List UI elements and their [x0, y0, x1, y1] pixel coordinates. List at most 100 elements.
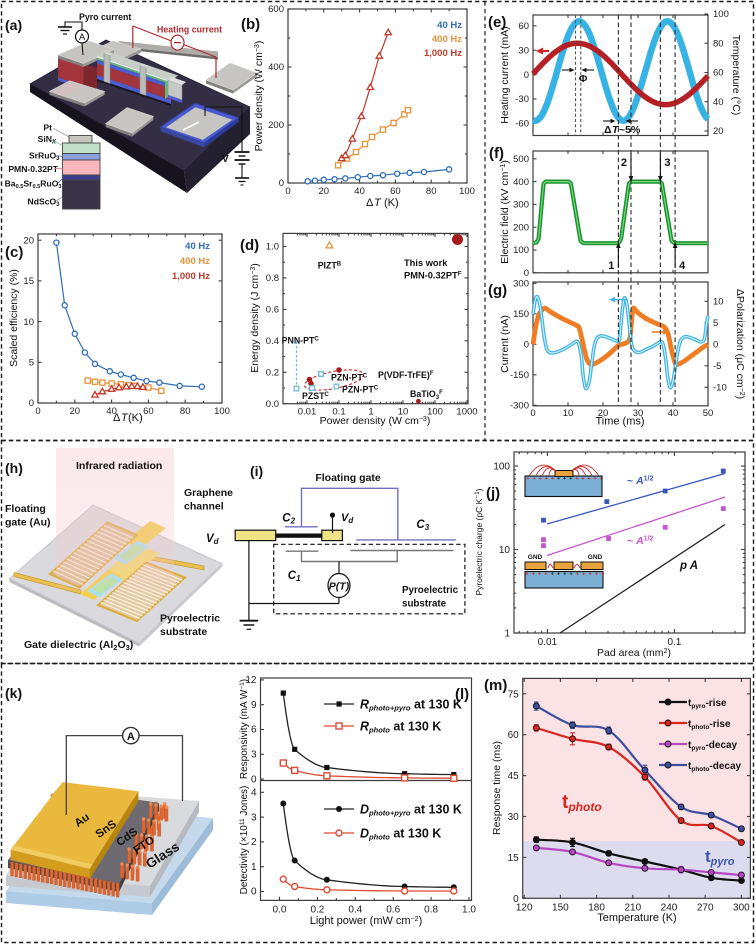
svg-text:0: 0 — [251, 887, 257, 898]
svg-text:+: + — [551, 571, 554, 577]
svg-text:(g): (g) — [488, 282, 507, 299]
svg-text:0.01: 0.01 — [298, 407, 317, 418]
svg-text:4: 4 — [679, 260, 686, 272]
svg-text:1000: 1000 — [456, 407, 477, 418]
svg-text:Temperature (K): Temperature (K) — [597, 912, 676, 924]
svg-text:30: 30 — [633, 408, 644, 419]
svg-text:GND: GND — [588, 554, 603, 561]
svg-text:ΔPolarization (μC cm−2): ΔPolarization (μC cm−2) — [734, 289, 746, 399]
svg-text:Heating current (mA): Heating current (mA) — [499, 26, 511, 123]
svg-text:(l): (l) — [455, 686, 469, 703]
svg-text:150: 150 — [513, 309, 529, 320]
svg-text:40 Hz: 40 Hz — [437, 20, 462, 31]
svg-text:100: 100 — [513, 245, 529, 256]
svg-text:BaTiO3F: BaTiO3F — [410, 389, 443, 401]
svg-text:p A: p A — [679, 560, 698, 572]
svg-text:80: 80 — [426, 186, 437, 197]
svg-text:2: 2 — [621, 157, 627, 169]
svg-text:Δ: Δ — [604, 124, 612, 136]
svg-text:-30: -30 — [515, 94, 529, 105]
svg-text:0.4: 0.4 — [266, 336, 279, 347]
svg-text:+: + — [581, 476, 584, 482]
svg-text:SrRuO3: SrRuO3 — [29, 151, 60, 163]
svg-text:Δ: Δ — [113, 412, 121, 424]
svg-text:60: 60 — [143, 406, 154, 417]
svg-text:Φ: Φ — [579, 73, 588, 85]
svg-text:2: 2 — [251, 837, 257, 848]
svg-text:+: + — [588, 571, 591, 577]
svg-text:50: 50 — [703, 408, 714, 419]
svg-text:400: 400 — [268, 62, 284, 73]
svg-text:600: 600 — [268, 4, 284, 15]
svg-text:Power density (W cm−3): Power density (W cm−3) — [253, 41, 265, 152]
svg-text:0.2: 0.2 — [310, 904, 324, 915]
svg-text:1: 1 — [251, 862, 257, 873]
svg-text:T: T — [374, 197, 382, 209]
svg-text:PZN-PTC: PZN-PTC — [342, 385, 379, 395]
svg-text:15: 15 — [23, 276, 34, 287]
svg-text:75: 75 — [508, 689, 520, 700]
svg-text:+: + — [538, 571, 541, 577]
svg-text:40: 40 — [106, 406, 117, 417]
svg-text:20: 20 — [23, 235, 34, 246]
svg-text:0.6: 0.6 — [266, 305, 279, 316]
svg-text:(K): (K) — [384, 197, 399, 209]
svg-text:12: 12 — [245, 675, 257, 686]
svg-text:SiNX: SiNX — [38, 134, 57, 146]
svg-text:180: 180 — [588, 902, 605, 913]
svg-text:(j): (j) — [486, 485, 500, 502]
svg-text:Graphene: Graphene — [184, 487, 233, 499]
svg-text:1: 1 — [504, 629, 510, 640]
svg-text:10: 10 — [563, 408, 574, 419]
svg-text:300: 300 — [513, 279, 529, 290]
svg-text:+: + — [563, 571, 566, 577]
svg-text:0.1: 0.1 — [667, 637, 681, 648]
svg-text:(c): (c) — [5, 244, 23, 261]
svg-text:+: + — [544, 571, 547, 577]
svg-text:1: 1 — [368, 407, 373, 418]
svg-text:60: 60 — [390, 186, 401, 197]
svg-text:Time (ms): Time (ms) — [595, 416, 644, 428]
svg-text:10: 10 — [713, 297, 724, 308]
svg-text:+: + — [557, 476, 560, 482]
svg-text:Temperature (°C): Temperature (°C) — [730, 35, 742, 116]
svg-text:Electric field (kV cm−1): Electric field (kV cm−1) — [499, 160, 511, 264]
svg-text:substrate: substrate — [402, 599, 447, 610]
svg-text:10: 10 — [499, 545, 511, 556]
svg-text:1,000 Hz: 1,000 Hz — [424, 48, 462, 59]
svg-text:Pyro current: Pyro current — [79, 12, 131, 22]
svg-text:0: 0 — [713, 340, 718, 351]
svg-text:Ba0.5Sr0.5RuO3: Ba0.5Sr0.5RuO3 — [5, 179, 62, 191]
svg-text:Dphoto at 130 K: Dphoto at 130 K — [360, 827, 441, 842]
svg-text:0: 0 — [29, 398, 34, 409]
svg-text:Light power (mW cm−2): Light power (mW cm−2) — [310, 915, 423, 927]
svg-text:-300: -300 — [510, 401, 529, 412]
svg-text:0: 0 — [35, 406, 40, 417]
svg-text:1.0: 1.0 — [266, 242, 279, 253]
svg-text:80: 80 — [180, 406, 191, 417]
svg-text:C3: C3 — [416, 519, 429, 532]
svg-text:15: 15 — [508, 853, 520, 864]
svg-text:+: + — [600, 476, 603, 482]
svg-text:0: 0 — [524, 70, 529, 81]
svg-text:Vd: Vd — [341, 512, 354, 525]
svg-text:P(T): P(T) — [329, 581, 350, 593]
svg-text:1.0: 1.0 — [462, 904, 476, 915]
svg-text:60: 60 — [518, 21, 529, 32]
svg-text:20: 20 — [598, 408, 609, 419]
svg-text:T: T — [612, 124, 620, 136]
svg-text:C2: C2 — [282, 513, 295, 526]
svg-text:0.4: 0.4 — [348, 904, 362, 915]
svg-text:240: 240 — [661, 902, 678, 913]
svg-text:40: 40 — [354, 186, 365, 197]
svg-text:0: 0 — [285, 186, 290, 197]
svg-text:1,000 Hz: 1,000 Hz — [172, 271, 210, 282]
svg-text:9: 9 — [251, 700, 257, 711]
svg-text:20: 20 — [319, 186, 330, 197]
svg-text:Floating gate: Floating gate — [315, 472, 380, 484]
svg-text:1: 1 — [608, 260, 614, 272]
svg-text:-150: -150 — [510, 370, 529, 381]
svg-text:Responsivity (mA W−1): Responsivity (mA W−1) — [239, 679, 250, 779]
svg-text:100: 100 — [493, 462, 510, 473]
svg-text:0: 0 — [530, 408, 535, 419]
